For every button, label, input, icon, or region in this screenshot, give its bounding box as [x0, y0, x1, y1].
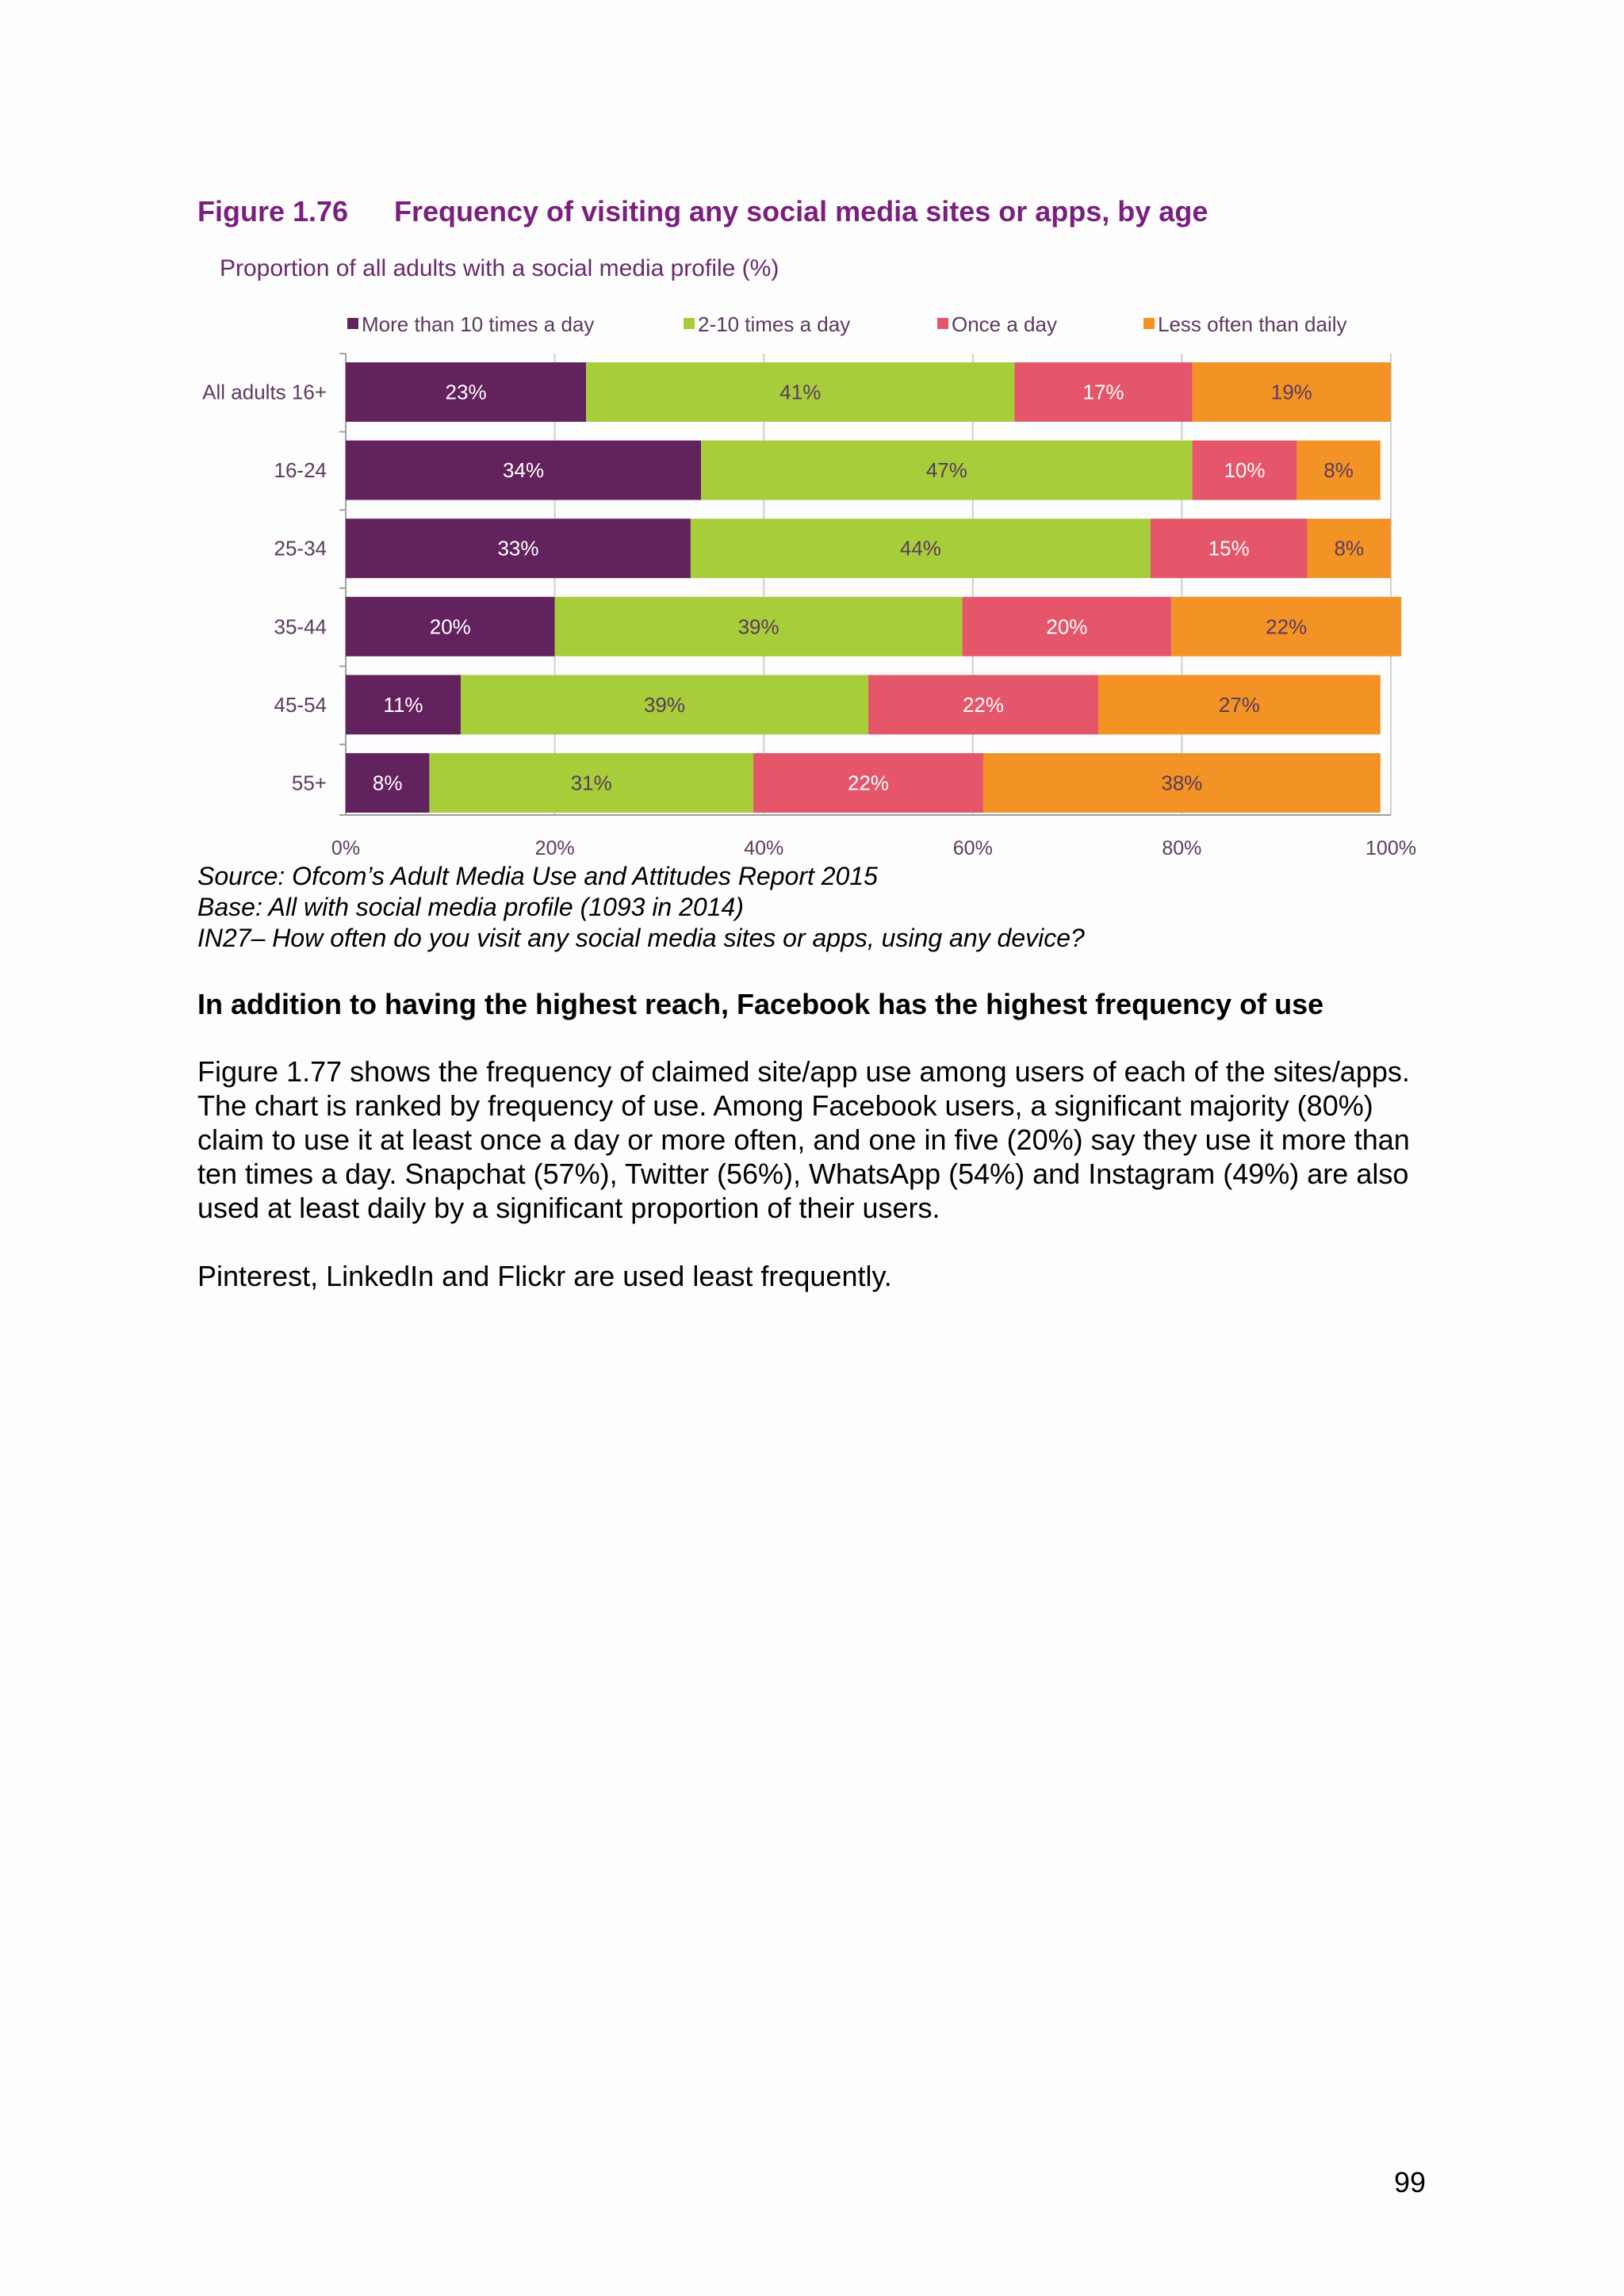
legend-label: More than 10 times a day: [362, 312, 594, 336]
data-label: 47%: [926, 458, 967, 482]
data-label: 8%: [373, 771, 403, 795]
data-label: 20%: [1046, 614, 1087, 638]
x-tick-label: 0%: [331, 837, 360, 859]
bar-segment: [1192, 362, 1391, 422]
bar-segment: [753, 753, 983, 813]
body-paragraph: Pinterest, LinkedIn and Flickr are used …: [197, 1260, 892, 1292]
bar-segment: [1192, 440, 1297, 500]
legend-label: Less often than daily: [1158, 312, 1347, 336]
legend-label: Once a day: [952, 312, 1057, 336]
bar-segment: [586, 362, 1015, 422]
data-label: 11%: [383, 693, 423, 717]
category-label: 16-24: [274, 458, 327, 482]
base-note: Base: All with social media profile (109…: [197, 893, 744, 921]
stacked-bar-chart: 0% 20% 40% 60% 80% 100% More than 10 times a d…: [202, 312, 1416, 859]
x-tick-label: 100%: [1365, 837, 1416, 859]
category-label: 25-34: [274, 537, 327, 561]
bar-segment: [429, 753, 754, 813]
data-label: 23%: [446, 381, 487, 404]
category-label: 45-54: [274, 693, 327, 717]
bar-segment: [962, 596, 1172, 656]
data-label: 22%: [1266, 614, 1307, 638]
section-heading: In addition to having the highest reach,…: [197, 988, 1324, 1020]
figure-title-text: Frequency of visiting any social media s…: [394, 195, 1208, 228]
data-label: 19%: [1271, 381, 1312, 404]
question-note: IN27– How often do you visit any social …: [197, 924, 1085, 952]
x-tick-label: 60%: [953, 837, 993, 859]
data-label: 44%: [900, 537, 941, 561]
figure-subtitle: Proportion of all adults with a social m…: [220, 255, 779, 281]
legend-swatch: [347, 318, 358, 329]
data-label: 17%: [1083, 381, 1124, 404]
data-label: 20%: [430, 614, 471, 638]
body-paragraph: Figure 1.77 shows the frequency of claim…: [197, 1055, 1410, 1224]
bar-segment: [868, 675, 1098, 735]
data-label: 8%: [1334, 537, 1364, 561]
data-label: 31%: [571, 771, 612, 795]
data-label: 10%: [1224, 458, 1265, 482]
data-label: 22%: [848, 771, 889, 795]
bar-segment: [346, 753, 430, 813]
category-label: 35-44: [274, 614, 327, 638]
data-label: 15%: [1208, 537, 1250, 561]
bar-segment: [460, 675, 868, 735]
bar-segment: [1297, 440, 1381, 500]
legend-label: 2-10 times a day: [698, 312, 850, 336]
bar-segment: [982, 753, 1381, 813]
figure-number: Figure 1.76: [197, 195, 349, 228]
category-label: All adults 16+: [202, 381, 327, 404]
data-label: 41%: [779, 381, 821, 404]
data-label: 8%: [1323, 458, 1354, 482]
x-tick-label: 40%: [744, 837, 783, 859]
data-label: 39%: [644, 693, 685, 717]
data-label: 22%: [963, 693, 1004, 717]
bar-segment: [554, 596, 963, 656]
data-label: 33%: [497, 537, 538, 561]
bar-segment: [1014, 362, 1193, 422]
bar-segment: [701, 440, 1193, 500]
legend-swatch: [1143, 318, 1155, 329]
bar-segment: [1307, 519, 1391, 579]
legend-swatch: [937, 318, 948, 329]
figure-title: Figure 1.76 Frequency of visiting any soc…: [197, 195, 1208, 228]
bar-segment: [1171, 596, 1402, 656]
x-tick-label: 20%: [535, 837, 575, 859]
bar-segment: [346, 440, 702, 500]
data-label: 39%: [738, 614, 779, 638]
bar-segment: [346, 596, 555, 656]
category-label: 55+: [292, 771, 327, 795]
bar-segment: [1150, 519, 1308, 579]
source-note: Source: Ofcom’s Adult Media Use and Atti…: [197, 862, 878, 890]
legend-swatch: [684, 318, 695, 329]
bar-segment: [1097, 675, 1381, 735]
bar-segment: [346, 675, 461, 735]
data-label: 27%: [1219, 693, 1260, 717]
data-label: 34%: [503, 458, 544, 482]
x-tick-label: 80%: [1162, 837, 1201, 859]
bar-segment: [690, 519, 1151, 579]
bar-segment: [346, 519, 691, 579]
figure-notes: Source: Ofcom’s Adult Media Use and Atti…: [197, 861, 1085, 954]
data-label: 38%: [1161, 771, 1202, 795]
bar-segment: [346, 362, 587, 422]
page-number: 99: [1394, 2166, 1427, 2198]
